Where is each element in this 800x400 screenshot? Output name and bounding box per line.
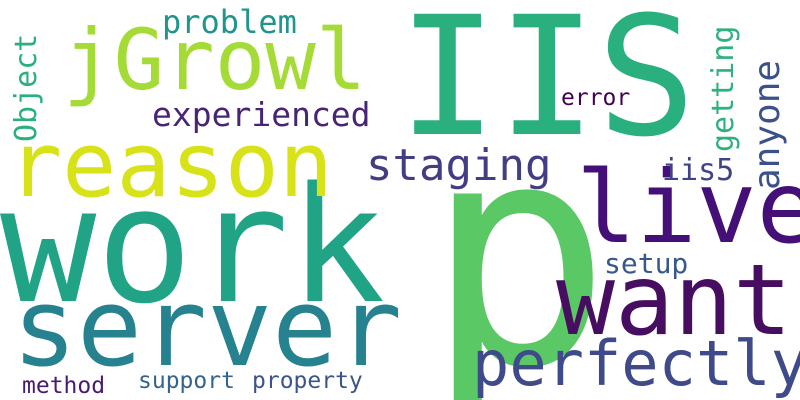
word-problem: problem (162, 3, 297, 41)
word-iis5: iis5 (662, 153, 735, 188)
word-anyone: anyone (747, 59, 788, 190)
word-setup: setup (604, 247, 689, 280)
word-error: error (561, 85, 631, 111)
word-object: Object (9, 33, 44, 142)
word-live: live (576, 149, 800, 266)
word-getting: getting (706, 25, 741, 152)
word-p: p (425, 76, 612, 400)
word-want: want (556, 244, 793, 358)
word-support: support (138, 368, 235, 394)
word-method: method (22, 373, 106, 399)
word-perfectly: perfectly (472, 327, 800, 400)
word-server: server (12, 266, 403, 391)
word-reason: reason (8, 113, 334, 218)
word-property: property (252, 368, 363, 394)
word-iis: IIS (398, 0, 697, 173)
word-jgrowl: jGrowl (63, 11, 367, 109)
word-experienced: experienced (152, 95, 371, 134)
word-work: work (0, 152, 386, 339)
word-staging: staging (366, 140, 552, 191)
